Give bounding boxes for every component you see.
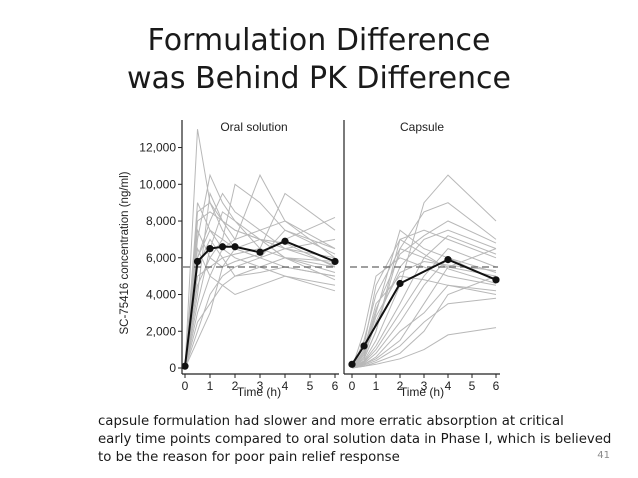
individual-subject-line	[351, 235, 497, 369]
individual-subject-line	[351, 248, 497, 369]
caption-line-2: early time points compared to oral solut…	[98, 432, 612, 447]
individual-subject-line	[351, 297, 497, 369]
y-tick-label: 4,000	[146, 288, 176, 302]
x-tick-label: 6	[493, 379, 500, 393]
x-tick-label: 1	[373, 379, 380, 393]
y-tick-label: 0	[169, 361, 176, 375]
panel-title-capsule: Capsule	[400, 120, 444, 134]
individual-subject-line	[184, 201, 336, 369]
individual-subject-line	[184, 202, 336, 369]
panel-title-oral-solution: Oral solution	[220, 120, 287, 134]
mean-point	[193, 257, 202, 266]
x-axis-oral-solution: 0 1 2 3 4 5 6	[182, 373, 339, 393]
individual-subject-line	[351, 202, 497, 369]
y-tick-label: 8,000	[146, 214, 176, 228]
x-tick-label: 0	[349, 379, 356, 393]
slide-title: Formulation Difference was Behind PK Dif…	[0, 22, 638, 98]
x-tick-label: 4	[282, 379, 289, 393]
y-tick-label: 2,000	[146, 324, 176, 338]
individual-subject-line	[184, 266, 336, 369]
individual-subject-line	[351, 284, 497, 369]
mean-point	[348, 360, 356, 368]
x-tick-label: 3	[421, 379, 428, 393]
x-tick-label: 0	[182, 379, 189, 393]
x-tick-label: 4	[445, 379, 452, 393]
y-axis: 0 2,000 4,000 6,000 8,000 10,000 12,000	[139, 120, 183, 375]
y-tick-label: 12,000	[139, 141, 176, 155]
title-line-1: Formulation Difference	[147, 23, 491, 58]
y-axis-label: SC-75416 concentration (ng/ml)	[119, 171, 131, 334]
x-tick-label: 2	[397, 379, 404, 393]
individual-subject-line	[184, 238, 336, 369]
individual-subject-line	[184, 192, 336, 369]
x-axis-label-capsule: Time (h)	[400, 385, 444, 399]
mean-point	[231, 243, 239, 251]
x-tick-label: 3	[257, 379, 264, 393]
mean-point	[218, 243, 227, 251]
caption-line-3: to be the reason for poor pain relief re…	[98, 450, 400, 465]
x-tick-label: 5	[307, 379, 314, 393]
mean-point	[206, 244, 214, 253]
mean-point	[444, 256, 452, 264]
individual-subject-line	[184, 191, 336, 369]
mean-point	[396, 279, 404, 288]
x-axis-capsule: 0 1 2 3 4 5 6	[343, 120, 500, 393]
mean-point	[360, 342, 368, 350]
mean-point	[331, 257, 339, 266]
individual-subject-line	[351, 220, 497, 369]
mean-point	[256, 248, 264, 256]
individual-subject-line	[351, 327, 497, 369]
x-tick-label: 5	[469, 379, 476, 393]
slide-number: 41	[597, 450, 610, 461]
caption-line-1: capsule formulation had slower and more …	[98, 414, 564, 429]
x-tick-label: 6	[332, 379, 339, 393]
mean-point	[492, 276, 500, 284]
individual-subject-line	[351, 257, 497, 369]
panel-oral-solution	[181, 129, 339, 370]
individual-subject-line	[351, 260, 497, 369]
panel-capsule	[348, 174, 500, 369]
individual-subject-line	[184, 173, 336, 369]
title-line-2: was Behind PK Difference	[126, 61, 512, 96]
mean-point	[181, 362, 189, 370]
individual-subject-line	[184, 238, 336, 369]
x-tick-label: 1	[207, 379, 214, 393]
x-tick-label: 2	[232, 379, 239, 393]
caption: capsule formulation had slower and more …	[98, 413, 618, 467]
y-tick-label: 6,000	[146, 251, 176, 265]
y-tick-label: 10,000	[139, 177, 176, 191]
individual-subject-line	[184, 216, 336, 369]
mean-point	[281, 237, 289, 245]
x-axis-label-oral-solution: Time (h)	[237, 385, 281, 399]
